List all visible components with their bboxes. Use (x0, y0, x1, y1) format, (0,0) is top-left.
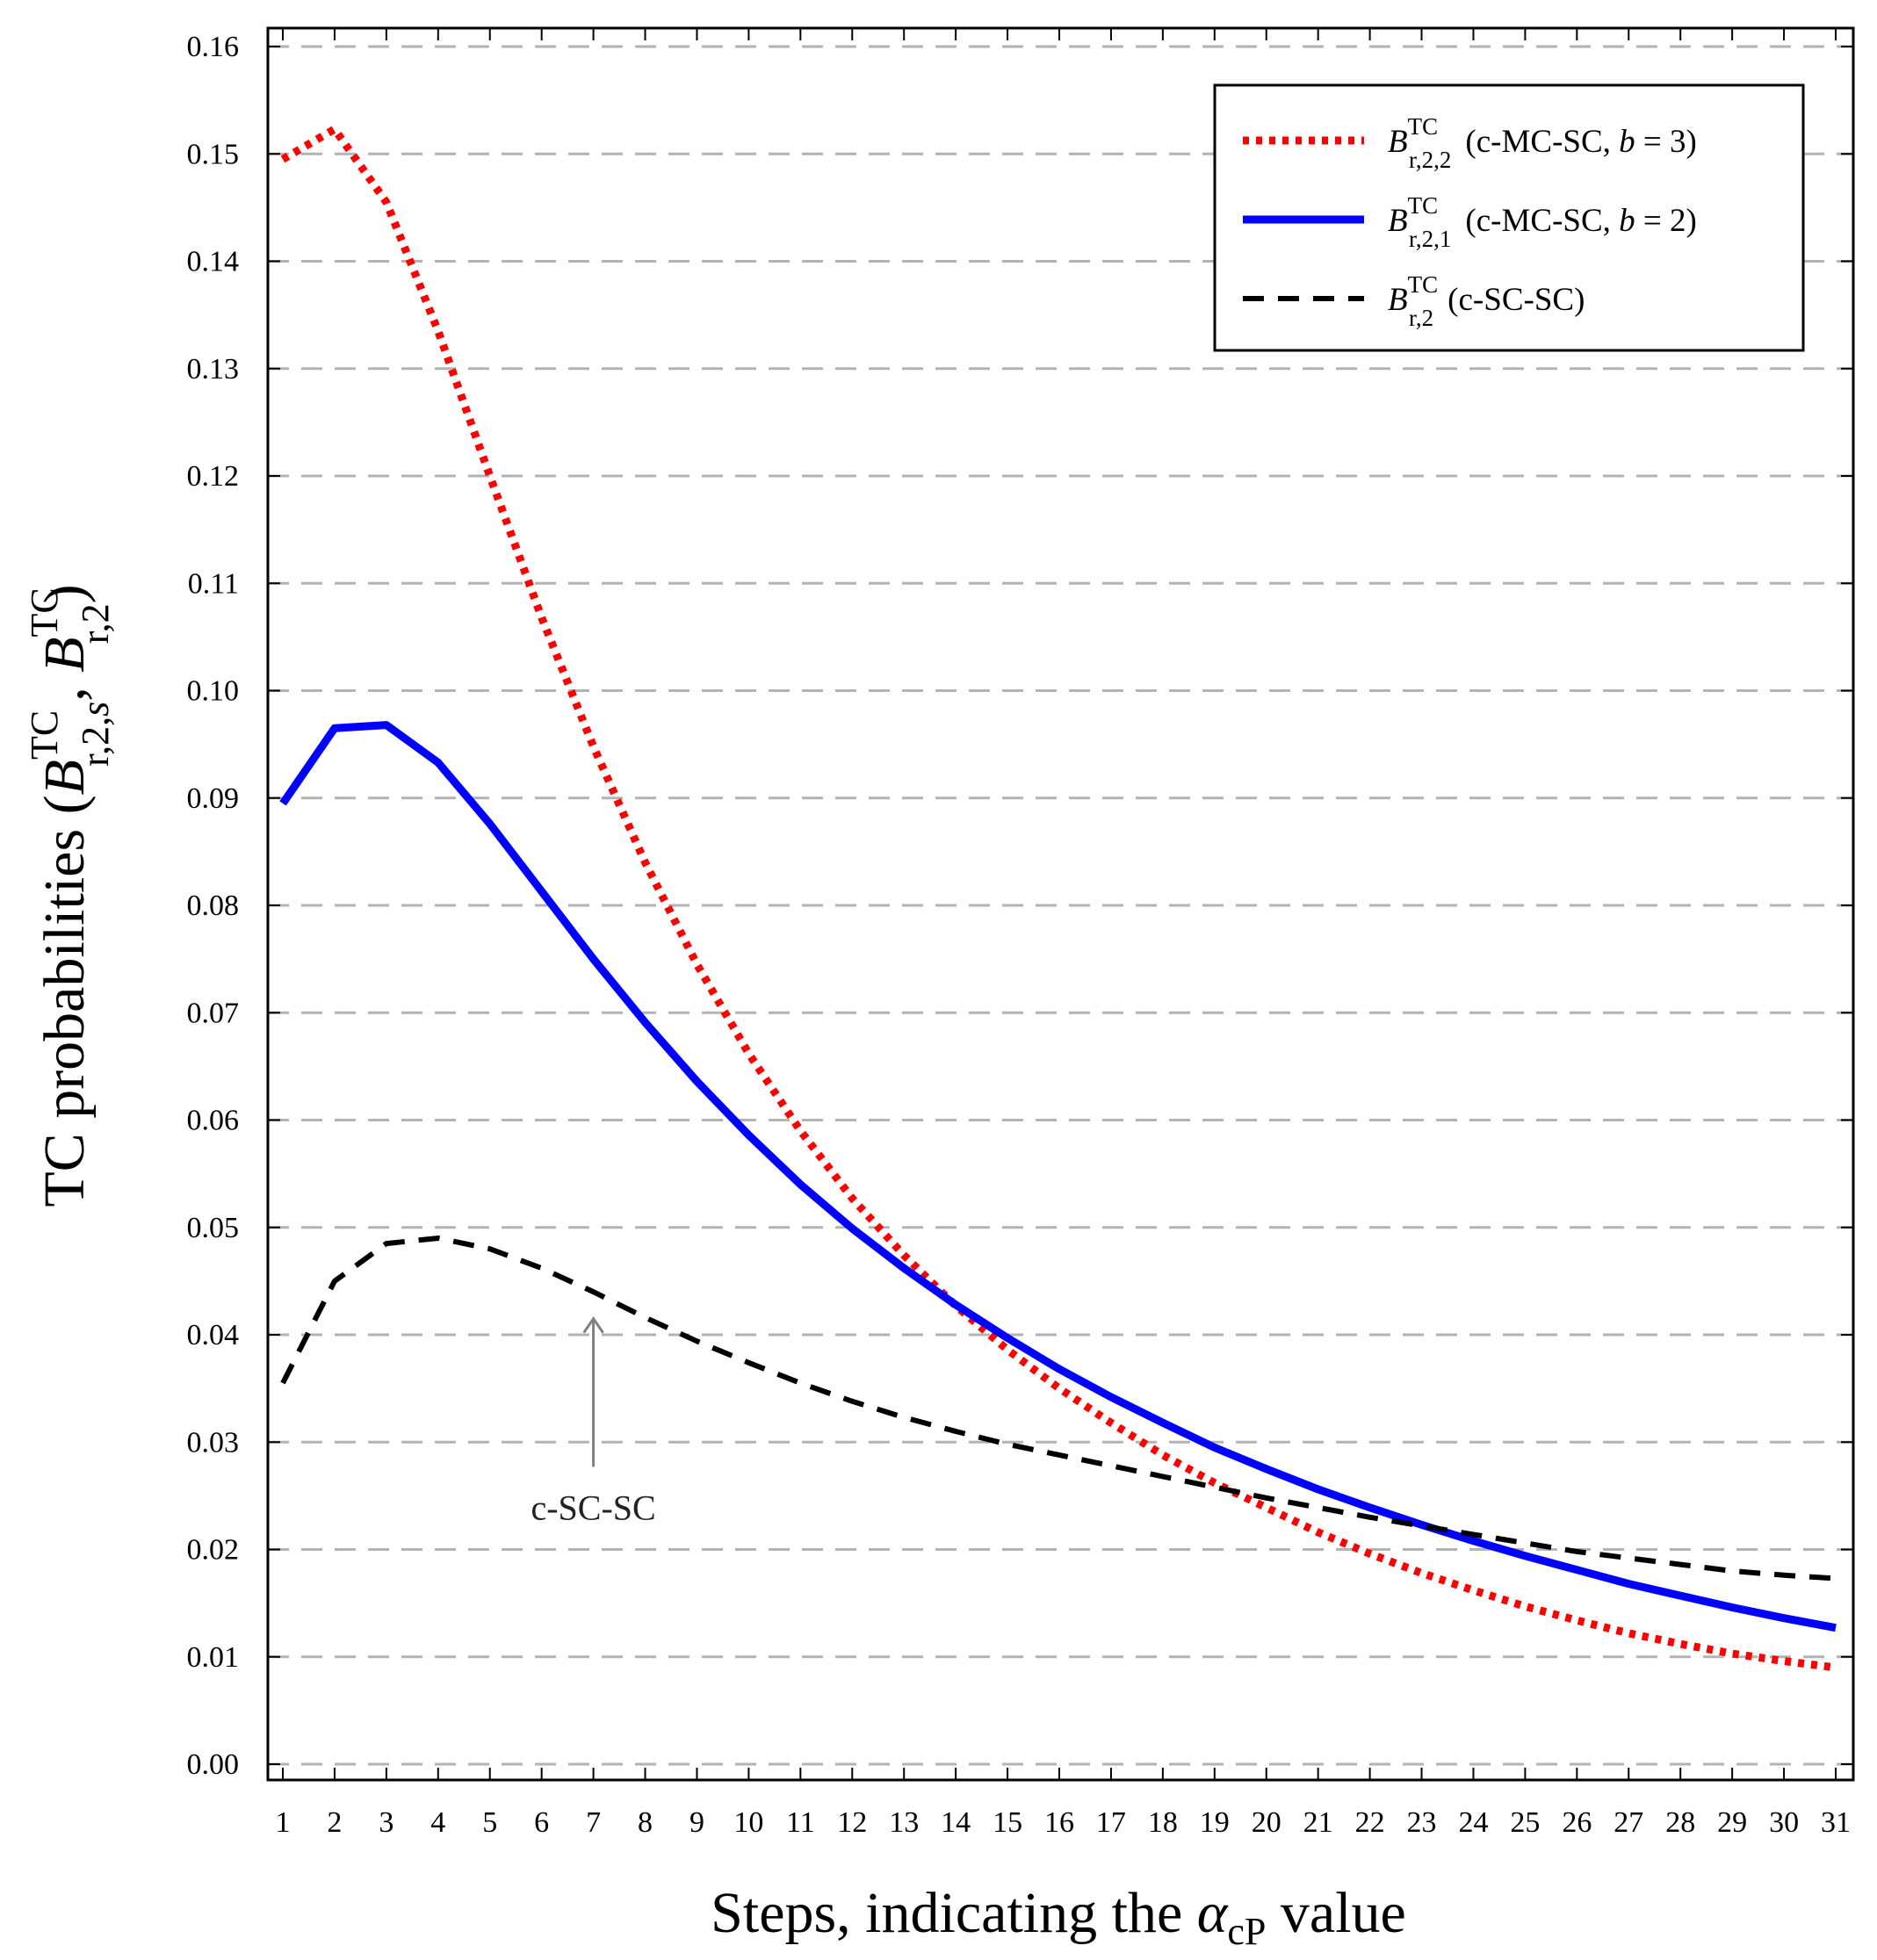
ytick-label-5: 0.05 (187, 1212, 240, 1244)
xtick-label-26: 27 (1613, 1806, 1643, 1839)
xtick-label-4: 5 (482, 1806, 497, 1839)
xtick-label-25: 26 (1562, 1806, 1592, 1839)
xtick-label-12: 13 (889, 1806, 919, 1839)
series-line-0 (280, 125, 1837, 1672)
xtick-label-29: 30 (1769, 1806, 1799, 1839)
legend-entry-blue-solid: BTC r,2,1 (c-MC-SC, b = 2) (1243, 192, 1697, 252)
series-line-2 (280, 1236, 1837, 1582)
ytick-label-9: 0.09 (187, 782, 240, 815)
ytick-label-7: 0.07 (187, 997, 240, 1029)
xtick-label-19: 20 (1252, 1806, 1281, 1839)
ytick-label-16: 0.16 (187, 31, 240, 63)
xtick-label-9: 10 (733, 1806, 763, 1839)
ytick-label-15: 0.15 (187, 138, 240, 170)
ytick-label-4: 0.04 (187, 1319, 240, 1351)
axis-ticks (268, 28, 1853, 1780)
ytick-label-10: 0.10 (187, 675, 240, 708)
y-axis-title: TC probabilities (BTC r,2,s, BTC r,2) (23, 584, 117, 1207)
annotation: c-SC-SC (531, 1316, 656, 1527)
xtick-label-22: 23 (1407, 1806, 1437, 1839)
xtick-label-15: 16 (1044, 1806, 1074, 1839)
legend-label-black: BTC r,2 (c-SC-SC) (1388, 271, 1585, 331)
ytick-label-0: 0.00 (187, 1748, 240, 1781)
xtick-label-28: 29 (1717, 1806, 1747, 1839)
xtick-label-3: 4 (430, 1806, 445, 1839)
ytick-label-2: 0.02 (187, 1534, 240, 1567)
gridlines (268, 45, 1853, 1766)
legend: BTC r,2,2 (c-MC-SC, b = 3) BTC r,2,1 (c-MC-S… (1213, 83, 1805, 352)
ytick-label-6: 0.06 (187, 1105, 240, 1137)
series-line-1 (279, 721, 1837, 1632)
xtick-label-6: 7 (586, 1806, 601, 1839)
xtick-label-17: 18 (1148, 1806, 1178, 1839)
legend-label-blue: BTC r,2,1 (c-MC-SC, b = 2) (1388, 192, 1697, 252)
xtick-label-24: 25 (1510, 1806, 1540, 1839)
xtick-label-20: 21 (1303, 1806, 1333, 1839)
xtick-label-27: 28 (1665, 1806, 1695, 1839)
annotation-arrowhead (582, 1316, 604, 1334)
ytick-label-3: 0.03 (187, 1426, 240, 1459)
xtick-label-7: 8 (638, 1806, 653, 1839)
y-tick-labels: 0.00 0.01 0.02 0.03 0.04 0.05 0.06 0.07 0.08 0.09… (187, 31, 240, 1781)
ytick-label-12: 0.12 (187, 460, 240, 493)
legend-entry-red-dotted: BTC r,2,2 (c-MC-SC, b = 3) (1243, 113, 1697, 173)
xtick-label-14: 15 (993, 1806, 1022, 1839)
xtick-label-23: 24 (1458, 1806, 1488, 1839)
legend-entry-black-dashed: BTC r,2 (c-SC-SC) (1243, 271, 1585, 331)
ytick-label-14: 0.14 (187, 246, 240, 278)
xtick-label-0: 1 (276, 1806, 291, 1839)
xtick-label-30: 31 (1821, 1806, 1851, 1839)
plot-series (279, 125, 1837, 1672)
xtick-label-1: 2 (327, 1806, 342, 1839)
xtick-label-2: 3 (379, 1806, 393, 1839)
xtick-label-10: 11 (786, 1806, 815, 1839)
ytick-label-8: 0.08 (187, 890, 240, 922)
x-axis-title: Steps, indicating the αcP value (711, 1881, 1406, 1953)
xtick-label-13: 14 (941, 1806, 971, 1839)
legend-label-red: BTC r,2,2 (c-MC-SC, b = 3) (1388, 113, 1697, 173)
xtick-label-5: 6 (534, 1806, 549, 1839)
xtick-label-21: 22 (1355, 1806, 1385, 1839)
xtick-label-18: 19 (1200, 1806, 1230, 1839)
ytick-label-11: 0.11 (188, 567, 239, 600)
xtick-label-8: 9 (689, 1806, 704, 1839)
plot-frame (266, 26, 1855, 1782)
x-tick-labels: 1 2 3 4 5 6 7 8 9 10 11 12 13 14 15 16 17 18 19 20 21 22 23 24 2… (276, 1806, 1852, 1839)
annotation-label: c-SC-SC (531, 1488, 655, 1527)
ytick-label-13: 0.13 (187, 353, 240, 386)
xtick-label-16: 17 (1096, 1806, 1126, 1839)
xtick-label-11: 12 (837, 1806, 867, 1839)
ytick-label-1: 0.01 (187, 1641, 240, 1674)
